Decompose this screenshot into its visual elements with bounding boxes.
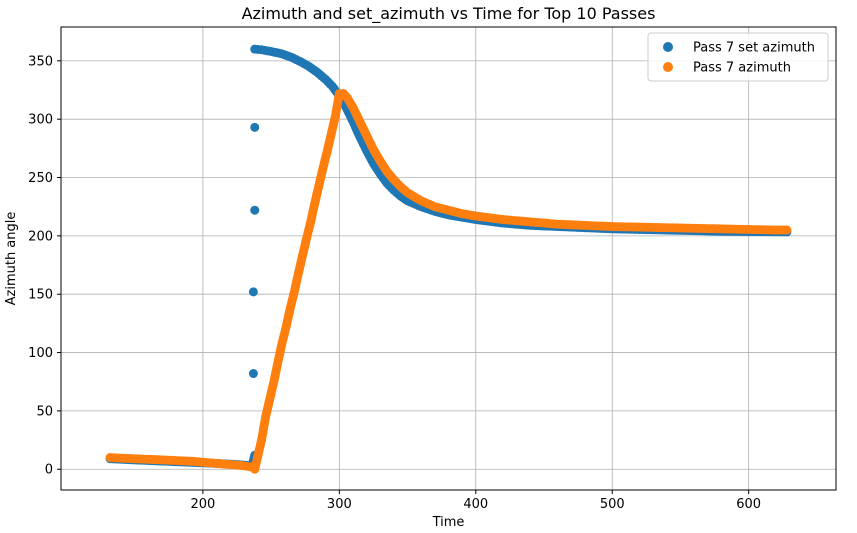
legend-items: Pass 7 set azimuth Pass 7 azimuth <box>663 41 815 76</box>
x-axis-label: Time <box>432 515 465 529</box>
x-tick-label: 600 <box>736 497 761 512</box>
data-point <box>250 205 260 215</box>
legend-marker <box>663 62 673 72</box>
x-tick-label: 400 <box>463 497 488 512</box>
x-tick-label: 500 <box>600 497 625 512</box>
data-layer <box>105 44 792 474</box>
grid-layer <box>61 27 836 490</box>
x-tick-label: 200 <box>190 497 215 512</box>
legend-marker <box>663 42 673 52</box>
y-tick-label: 300 <box>28 113 53 128</box>
legend: Pass 7 set azimuth Pass 7 azimuth <box>647 32 829 82</box>
data-point <box>248 369 258 379</box>
y-axis-label: Azimuth angle <box>4 212 19 306</box>
y-tick-label: 100 <box>28 346 53 361</box>
legend-label: Pass 7 set azimuth <box>693 41 815 56</box>
data-point <box>248 287 258 297</box>
data-point <box>782 225 792 235</box>
series-2 <box>105 89 792 474</box>
tick-layer: 200 300 400 500 600 0 50 100 150 200 250 300 350 <box>28 54 761 512</box>
plot-frame <box>60 26 837 491</box>
y-tick-label: 150 <box>28 288 53 303</box>
y-tick-label: 200 <box>28 229 53 244</box>
data-point <box>250 122 260 132</box>
chart-title: Azimuth and set_azimuth vs Time for Top … <box>242 4 656 24</box>
legend-label: Pass 7 azimuth <box>693 61 791 76</box>
y-tick-label: 250 <box>28 171 53 186</box>
legend-box <box>647 32 829 82</box>
y-tick-label: 50 <box>36 404 53 419</box>
y-tick-label: 0 <box>45 463 53 478</box>
x-tick-label: 300 <box>327 497 352 512</box>
y-tick-label: 350 <box>28 54 53 69</box>
